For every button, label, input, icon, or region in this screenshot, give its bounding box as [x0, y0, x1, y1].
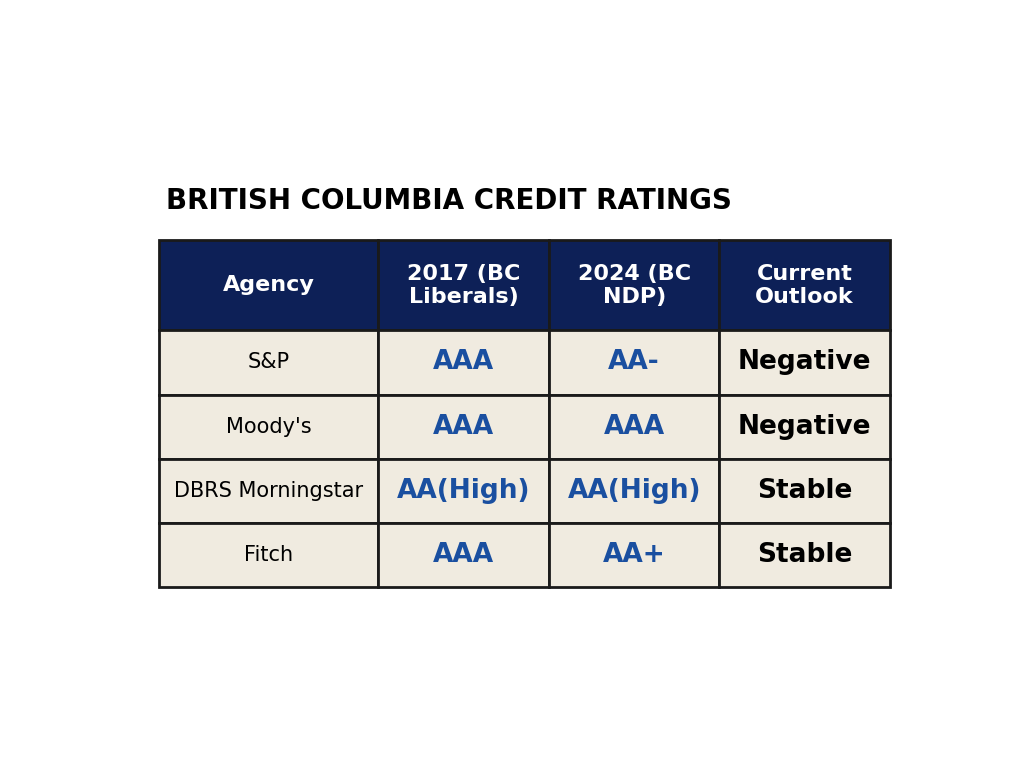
Bar — [159, 330, 379, 395]
Bar — [379, 395, 549, 458]
Text: Negative: Negative — [738, 414, 871, 439]
Text: AA-: AA- — [608, 349, 660, 376]
Bar — [720, 523, 890, 588]
Text: Agency: Agency — [223, 275, 314, 295]
Text: BRITISH COLUMBIA CREDIT RATINGS: BRITISH COLUMBIA CREDIT RATINGS — [166, 187, 732, 215]
Bar — [549, 523, 720, 588]
Bar — [549, 458, 720, 523]
Text: Current
Outlook: Current Outlook — [756, 263, 854, 306]
Text: Fitch: Fitch — [244, 545, 293, 565]
Text: 2017 (BC
Liberals): 2017 (BC Liberals) — [407, 263, 520, 306]
Text: AA+: AA+ — [603, 542, 666, 568]
Bar — [720, 330, 890, 395]
Bar — [159, 240, 379, 330]
Bar — [379, 523, 549, 588]
Text: Negative: Negative — [738, 349, 871, 376]
Bar — [159, 395, 379, 458]
Bar — [720, 458, 890, 523]
Text: AA(High): AA(High) — [567, 478, 700, 504]
Bar — [159, 458, 379, 523]
Bar — [720, 240, 890, 330]
Bar — [549, 240, 720, 330]
Bar — [720, 395, 890, 458]
Text: Stable: Stable — [757, 478, 852, 504]
Bar — [379, 330, 549, 395]
Bar — [159, 523, 379, 588]
Text: S&P: S&P — [248, 353, 290, 372]
Bar — [379, 240, 549, 330]
Bar — [549, 330, 720, 395]
Text: Stable: Stable — [757, 542, 852, 568]
Text: AAA: AAA — [433, 349, 495, 376]
Bar — [549, 395, 720, 458]
Text: Moody's: Moody's — [226, 417, 311, 437]
Text: DBRS Morningstar: DBRS Morningstar — [174, 481, 364, 501]
Text: 2024 (BC
NDP): 2024 (BC NDP) — [578, 263, 691, 306]
Text: AA(High): AA(High) — [397, 478, 530, 504]
Text: AAA: AAA — [433, 414, 495, 439]
Text: AAA: AAA — [603, 414, 665, 439]
Bar — [379, 458, 549, 523]
Text: AAA: AAA — [433, 542, 495, 568]
